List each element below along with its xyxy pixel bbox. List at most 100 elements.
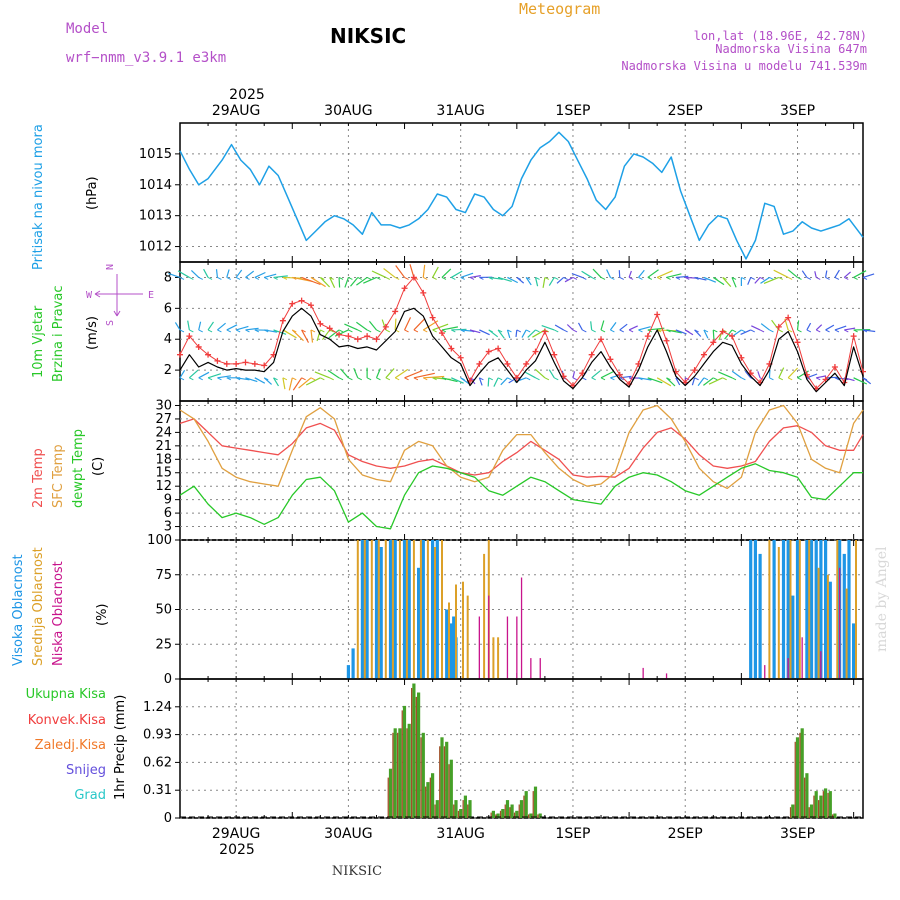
precip-total-bar	[417, 692, 421, 818]
temp-line-1	[179, 404, 864, 490]
wind-barb-tick	[703, 329, 709, 333]
precip-total-bar	[431, 773, 435, 818]
y-tick-label: 12	[155, 479, 172, 494]
precip-total-bar	[533, 786, 538, 818]
top-date-label: 29AUG	[212, 103, 261, 119]
wind-panel: 2 4 6 8	[164, 261, 876, 402]
precip-total-bar	[393, 728, 397, 818]
wind-barb-tick	[769, 377, 774, 381]
wind-barb-tick	[554, 329, 559, 333]
cloud-bar	[478, 616, 480, 679]
wind-barb-tick	[376, 276, 381, 280]
precip-total-bar	[463, 795, 467, 818]
wind-barb-tick	[544, 377, 550, 381]
cloud-bar	[809, 540, 814, 679]
wind-barb	[404, 369, 423, 379]
cloud-bar	[798, 540, 801, 679]
cloud-unit: (%)	[95, 604, 110, 627]
wind-barb	[344, 323, 359, 331]
wind-barb-tick	[741, 276, 746, 280]
wind-barb-tick	[479, 329, 484, 333]
bottom-date-label: 31AUG	[436, 826, 485, 842]
precip-conv-bar	[794, 741, 796, 818]
pressure-panel: 1012 1013 1014 1015	[139, 122, 864, 263]
precip-conv-bar	[789, 807, 792, 818]
cloud-bar	[826, 574, 829, 680]
wind-barb	[524, 371, 536, 379]
cloud-bar	[828, 581, 832, 679]
precip-conv-bar	[387, 777, 389, 818]
wind-barb-tick	[507, 377, 512, 381]
precip-total-bar	[819, 795, 823, 818]
wind-barb	[292, 377, 303, 391]
wind-barb-tick	[469, 329, 475, 333]
wind-barb	[843, 271, 851, 278]
precip-panel: 0 0.31 0.62 0.93 1.24	[143, 678, 864, 826]
precip-total-bar	[501, 809, 505, 818]
precip-conv-bar	[518, 804, 520, 818]
wind-barb-tick	[741, 329, 746, 333]
wind-unit: (m/s)	[85, 316, 100, 350]
cloud-bar	[384, 540, 387, 679]
precip-legend-item: Snijeg	[66, 763, 106, 778]
precip-total-bar	[421, 732, 425, 818]
wind-barb	[310, 329, 314, 343]
wind-barb-tick	[806, 276, 812, 280]
precip-conv-bar	[415, 696, 417, 818]
precip-total-bar	[402, 705, 407, 818]
cloud-bar	[356, 540, 359, 679]
wind-barb	[796, 320, 800, 331]
wind-barb	[666, 273, 682, 279]
wind-barb	[236, 377, 250, 381]
wind-barb	[327, 369, 340, 379]
y-tick-label: 2	[164, 363, 172, 378]
wind-barb-tick	[226, 276, 232, 280]
wind-barb	[712, 329, 715, 340]
wind-barb-tick	[619, 377, 624, 381]
wind-barb	[305, 377, 321, 386]
wind-barb	[329, 277, 336, 288]
wind-barb	[215, 269, 219, 278]
wind-barb	[572, 371, 576, 378]
wind-barb	[592, 268, 602, 278]
bottom-date-label: 2SEP	[668, 826, 703, 842]
y-tick-label: 1013	[139, 209, 172, 224]
cloud-bar	[365, 540, 369, 679]
precip-total-bar	[426, 782, 430, 818]
wind-barb-tick	[385, 377, 391, 381]
wind-barb	[718, 371, 733, 379]
wind-barb	[177, 270, 190, 278]
wind-barb-tick	[862, 276, 868, 280]
wind-barb	[703, 329, 709, 339]
precip-conv-bar	[420, 737, 422, 818]
precip-conv-bar	[499, 810, 502, 818]
wind-barb-tick	[825, 276, 830, 280]
wind-barb-tick	[479, 276, 484, 280]
precip-conv-bar	[799, 732, 801, 818]
wind-barb	[316, 329, 321, 342]
wind-barb-tick	[460, 276, 465, 280]
wind-barb-tick	[797, 377, 802, 381]
precip-conv-bar	[827, 792, 829, 818]
wind-barb	[203, 268, 209, 278]
cloud-bar	[402, 540, 407, 679]
cloud-bar	[370, 540, 373, 679]
wind-barb	[606, 269, 611, 278]
wind-speed-line	[179, 307, 864, 393]
wind-barb-tick	[787, 329, 793, 333]
wind-barb-tick	[628, 276, 634, 280]
wind-barb-tick	[610, 329, 615, 333]
wind-barb-tick	[282, 276, 288, 280]
wind-barb	[394, 368, 409, 379]
wind-barb	[675, 377, 681, 386]
precip-legend-item: Grad	[74, 788, 106, 803]
y-tick-label: 18	[155, 452, 172, 467]
wind-barb-tick	[507, 276, 512, 280]
wind-barb	[638, 377, 652, 381]
wind-barb-tick	[320, 377, 325, 381]
cloud-bar	[452, 616, 456, 679]
precip-conv-bar	[513, 812, 516, 818]
wind-barb-tick	[404, 276, 409, 280]
cloud-bar	[768, 540, 771, 679]
wind-barb	[422, 264, 426, 278]
